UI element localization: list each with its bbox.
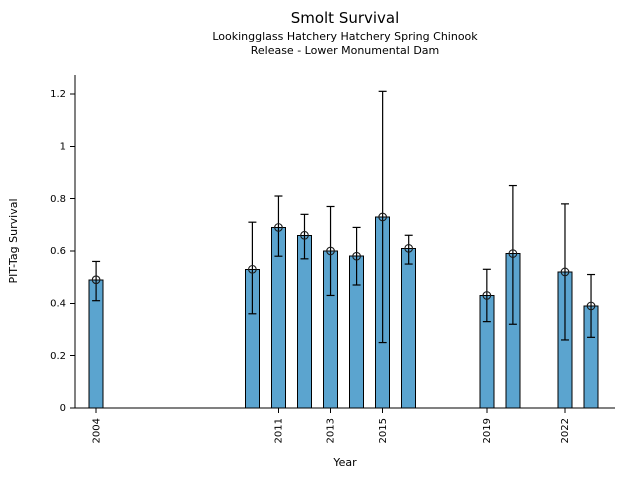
marker-2014 [352, 251, 361, 261]
y-tick-label-0.8: 0.8 [50, 194, 66, 205]
bar-2012 [296, 234, 313, 409]
marker-2019 [482, 291, 492, 300]
marker-2022 [560, 267, 570, 277]
y-tick-label-0.4: 0.4 [50, 299, 66, 310]
x-tick-label-2011: 2011 [274, 418, 285, 443]
x-tick-label-2004: 2004 [91, 418, 102, 443]
marker-2016 [404, 244, 414, 253]
x-tick-label-2022: 2022 [560, 418, 571, 443]
chart-subtitle-line1: Lookingglass Hatchery Hatchery Spring Ch… [212, 30, 478, 43]
marker-2015 [378, 212, 387, 222]
y-tick-label-0: 0 [60, 403, 66, 414]
marker-2020 [508, 249, 518, 258]
y-tick-label-1: 1 [60, 141, 66, 152]
chart-title: Smolt Survival [290, 9, 400, 27]
bar-2016 [401, 247, 417, 409]
marker-2011 [274, 223, 283, 232]
y-tick-label-1.2: 1.2 [50, 89, 66, 100]
marker-2004 [91, 275, 101, 285]
x-tick-label-2015: 2015 [378, 418, 389, 443]
x-axis-label: Year [333, 456, 357, 469]
x-tick-label-2013: 2013 [326, 418, 337, 443]
chart-subtitle-line2: Release - Lower Monumental Dam [250, 44, 440, 57]
y-tick-label-0.6: 0.6 [50, 246, 66, 257]
marker-2013 [326, 246, 335, 256]
x-tick-label-2019: 2019 [482, 418, 493, 443]
marker-2023 [586, 301, 596, 311]
marker-2012 [300, 230, 309, 240]
marker-2010 [248, 264, 257, 274]
y-tick-label-0.2: 0.2 [50, 351, 66, 362]
